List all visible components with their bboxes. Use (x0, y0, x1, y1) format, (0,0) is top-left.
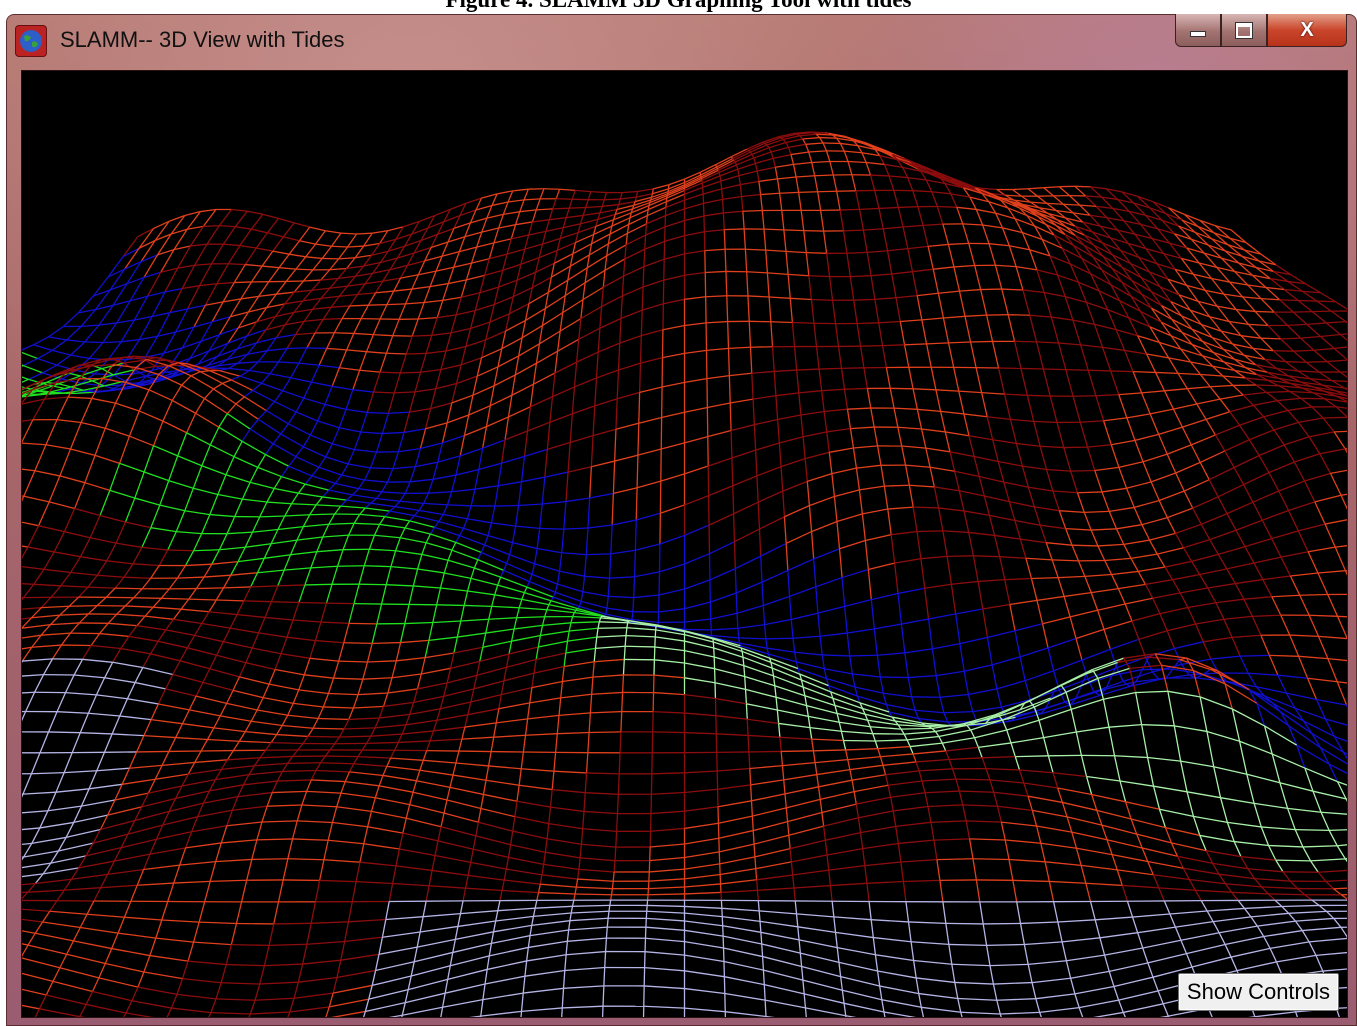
minimize-icon (1190, 31, 1206, 37)
globe-icon-graphic (20, 30, 42, 52)
window-controls: X (1175, 14, 1347, 48)
title-bar[interactable]: SLAMM-- 3D View with Tides X (6, 14, 1357, 70)
maximize-button[interactable] (1221, 14, 1267, 47)
figure-caption-text: Figure 4. SLAMM 3D Graphing Tool with ti… (0, 0, 1357, 13)
terrain-mesh[interactable] (22, 71, 1347, 1017)
close-button[interactable]: X (1267, 14, 1347, 47)
window-title: SLAMM-- 3D View with Tides (60, 27, 345, 52)
show-controls-button[interactable]: Show Controls (1177, 973, 1339, 1011)
app-window: SLAMM-- 3D View with Tides X Show Contro… (6, 14, 1357, 1026)
maximize-icon (1236, 22, 1252, 38)
minimize-button[interactable] (1175, 14, 1221, 47)
globe-icon (16, 26, 46, 56)
close-icon: X (1300, 18, 1314, 41)
figure-caption: Figure 4. SLAMM 3D Graphing Tool with ti… (0, 0, 1357, 14)
3d-view-canvas[interactable]: Show Controls (21, 70, 1348, 1018)
